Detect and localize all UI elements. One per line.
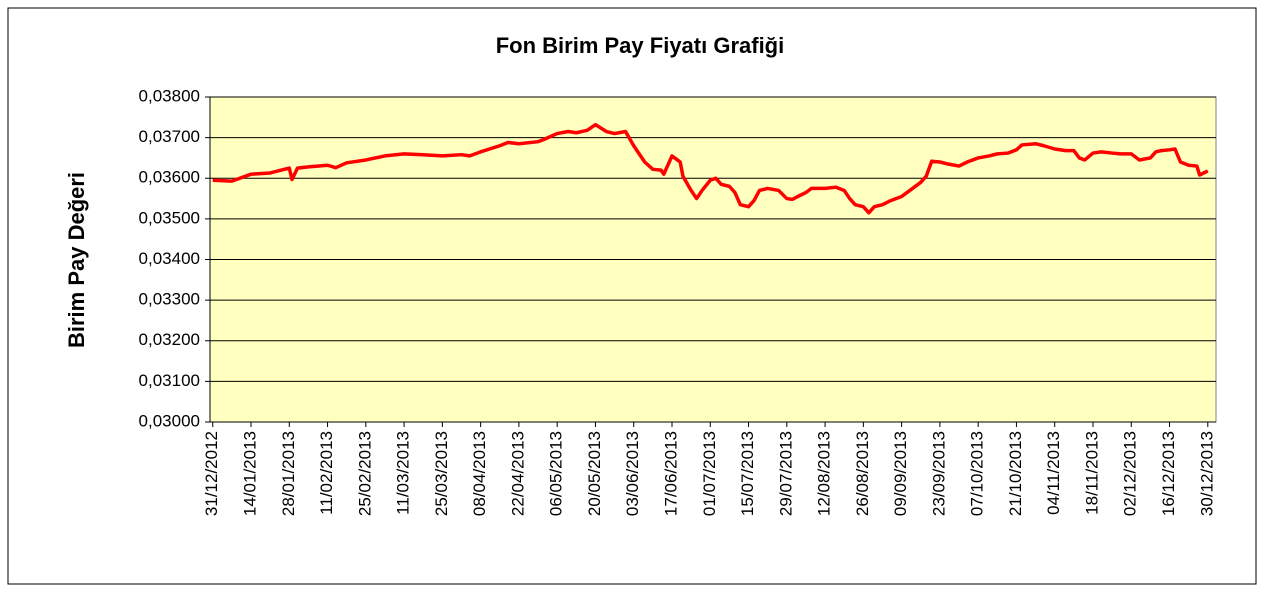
y-tick-label: 0,03100 <box>139 371 200 390</box>
x-tick-label: 03/06/2013 <box>623 431 642 516</box>
x-tick-label: 16/12/2013 <box>1159 431 1178 516</box>
x-tick-label: 20/05/2013 <box>585 431 604 516</box>
chart-title: Fon Birim Pay Fiyatı Grafiği <box>496 33 785 58</box>
x-tick-label: 18/11/2013 <box>1082 431 1101 515</box>
y-tick-label: 0,03300 <box>139 290 200 309</box>
y-tick-label: 0,03600 <box>139 168 200 187</box>
x-tick-label: 31/12/2012 <box>202 431 221 516</box>
y-tick-label: 0,03000 <box>139 411 200 430</box>
y-tick-label: 0,03500 <box>139 208 200 227</box>
x-tick-label: 07/10/2013 <box>968 431 987 516</box>
y-tick-label: 0,03200 <box>139 330 200 349</box>
x-tick-label: 04/11/2013 <box>1044 431 1063 515</box>
x-tick-label: 06/05/2013 <box>547 431 566 516</box>
x-tick-label: 21/10/2013 <box>1006 431 1025 516</box>
y-tick-label: 0,03400 <box>139 249 200 268</box>
x-tick-label: 30/12/2013 <box>1197 431 1216 516</box>
x-tick-label: 08/04/2013 <box>470 431 489 516</box>
x-tick-label: 25/02/2013 <box>355 431 374 516</box>
x-tick-label: 09/09/2013 <box>891 431 910 516</box>
x-tick-label: 23/09/2013 <box>929 431 948 516</box>
x-tick-label: 14/01/2013 <box>240 431 259 516</box>
y-tick-label: 0,03700 <box>139 127 200 146</box>
y-tick-label: 0,03800 <box>139 86 200 105</box>
y-axis-label: Birim Pay Değeri <box>64 172 89 348</box>
x-tick-label: 22/04/2013 <box>508 431 527 516</box>
x-tick-label: 26/08/2013 <box>853 431 872 516</box>
price-line <box>212 122 1209 215</box>
x-tick-label: 02/12/2013 <box>1121 431 1140 516</box>
x-tick-label: 15/07/2013 <box>738 431 757 516</box>
x-tick-label: 11/02/2013 <box>317 431 336 515</box>
x-tick-label: 28/01/2013 <box>279 431 298 516</box>
x-tick-label: 12/08/2013 <box>815 431 834 516</box>
x-tick-label: 01/07/2013 <box>700 431 719 516</box>
x-tick-label: 17/06/2013 <box>661 431 680 516</box>
x-tick-label: 11/03/2013 <box>394 431 413 515</box>
x-tick-label: 25/03/2013 <box>432 431 451 516</box>
x-tick-label: 29/07/2013 <box>776 431 795 516</box>
